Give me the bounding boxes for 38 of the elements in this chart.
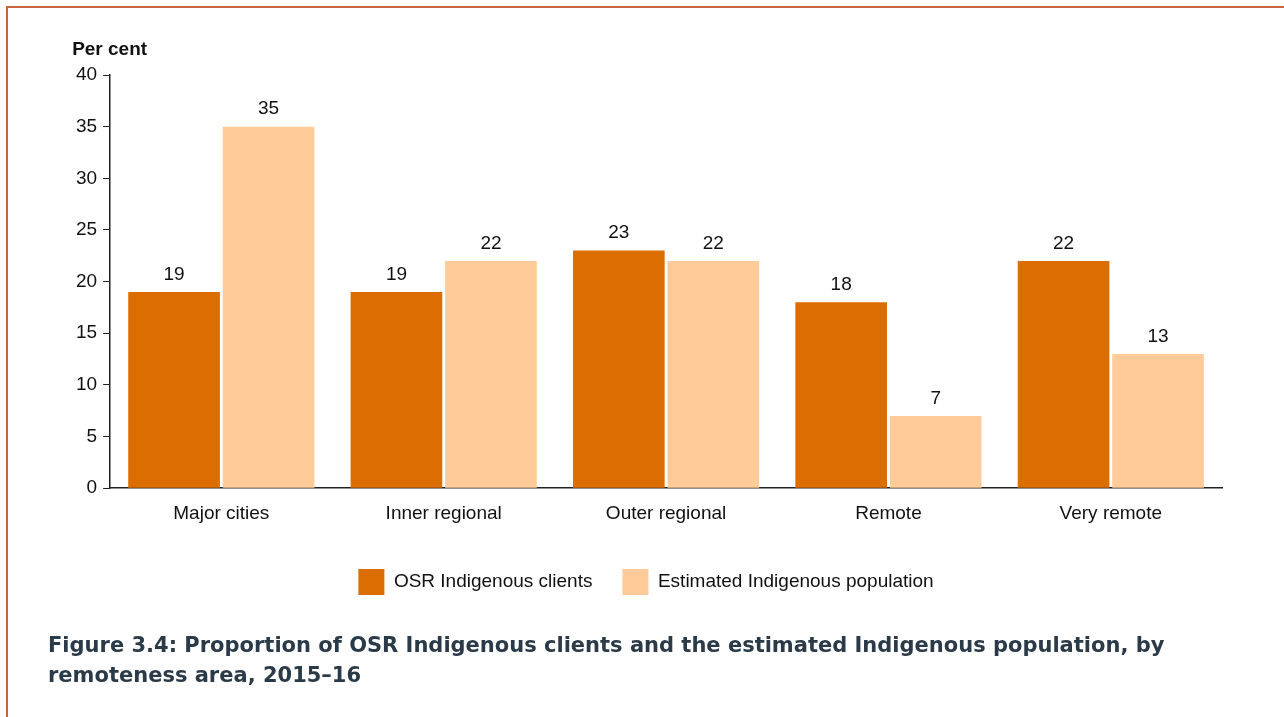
- y-axis-title: Per cent: [72, 37, 148, 59]
- y-tick-label: 25: [75, 218, 98, 240]
- x-tick-label: Outer regional: [605, 501, 727, 523]
- legend-label: Estimated Indigenous population: [657, 570, 934, 592]
- data-label: 23: [608, 221, 630, 243]
- data-label: 19: [163, 262, 185, 284]
- y-tick-label: 10: [75, 373, 98, 395]
- bar: [572, 250, 665, 488]
- y-tick-label: 40: [75, 63, 98, 85]
- data-label: 19: [385, 262, 408, 284]
- bar: [128, 291, 220, 488]
- bar: [222, 126, 315, 488]
- data-label: 22: [702, 231, 724, 253]
- y-tick-label: 0: [86, 476, 98, 498]
- bar: [1112, 353, 1204, 488]
- y-tick-label: 15: [75, 321, 98, 343]
- data-label: 7: [930, 386, 941, 408]
- legend-label: OSR Indigenous clients: [393, 570, 593, 592]
- data-label: 13: [1147, 324, 1169, 346]
- x-tick-label: Major cities: [173, 501, 270, 523]
- y-tick-label: 30: [75, 166, 98, 188]
- y-tick-label: 20: [75, 269, 98, 291]
- data-label: 35: [258, 97, 280, 119]
- bar: [667, 260, 760, 488]
- data-label: 22: [1052, 231, 1075, 253]
- bar: [350, 291, 443, 488]
- data-label: 18: [830, 272, 852, 294]
- bar: [889, 415, 982, 488]
- bar: [795, 302, 888, 488]
- y-tick-label: 5: [86, 424, 98, 446]
- bar: [1017, 260, 1110, 488]
- bar: [445, 260, 537, 488]
- caption: Figure 3.4: Proportion of OSR Indigenous clients and the estimated Indigenous population, by remoteness area, 2015–16: [48, 632, 1166, 689]
- y-tick-label: 35: [75, 114, 98, 136]
- x-tick-label: Inner regional: [385, 501, 502, 523]
- x-tick-label: Very remote: [1059, 501, 1163, 523]
- x-tick-label: Remote: [855, 501, 922, 523]
- data-label: 22: [480, 231, 502, 253]
